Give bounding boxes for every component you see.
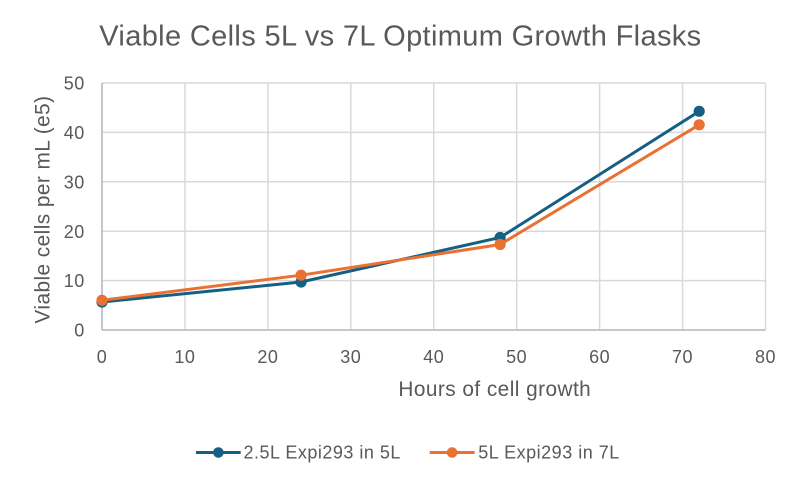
svg-text:20: 20 [64,222,85,242]
svg-text:60: 60 [589,347,610,367]
svg-text:70: 70 [672,347,693,367]
svg-text:Hours of cell growth: Hours of cell growth [398,378,591,401]
svg-text:0: 0 [97,347,108,367]
svg-text:40: 40 [423,347,444,367]
svg-text:2.5L Expi293 in 5L: 2.5L Expi293 in 5L [244,443,401,463]
svg-text:10: 10 [64,271,85,291]
svg-text:20: 20 [257,347,278,367]
svg-text:0: 0 [74,321,85,341]
svg-text:50: 50 [64,74,85,94]
svg-text:80: 80 [755,347,776,367]
svg-text:10: 10 [174,347,195,367]
svg-text:5L Expi293 in 7L: 5L Expi293 in 7L [478,443,619,463]
svg-text:30: 30 [64,172,85,192]
svg-text:30: 30 [340,347,361,367]
svg-text:Viable cells per mL (e5): Viable cells per mL (e5) [32,95,55,323]
svg-text:50: 50 [506,347,527,367]
svg-text:40: 40 [64,123,85,143]
svg-text:Viable Cells 5L vs 7L Optimum: Viable Cells 5L vs 7L Optimum Growth Fla… [99,21,701,53]
